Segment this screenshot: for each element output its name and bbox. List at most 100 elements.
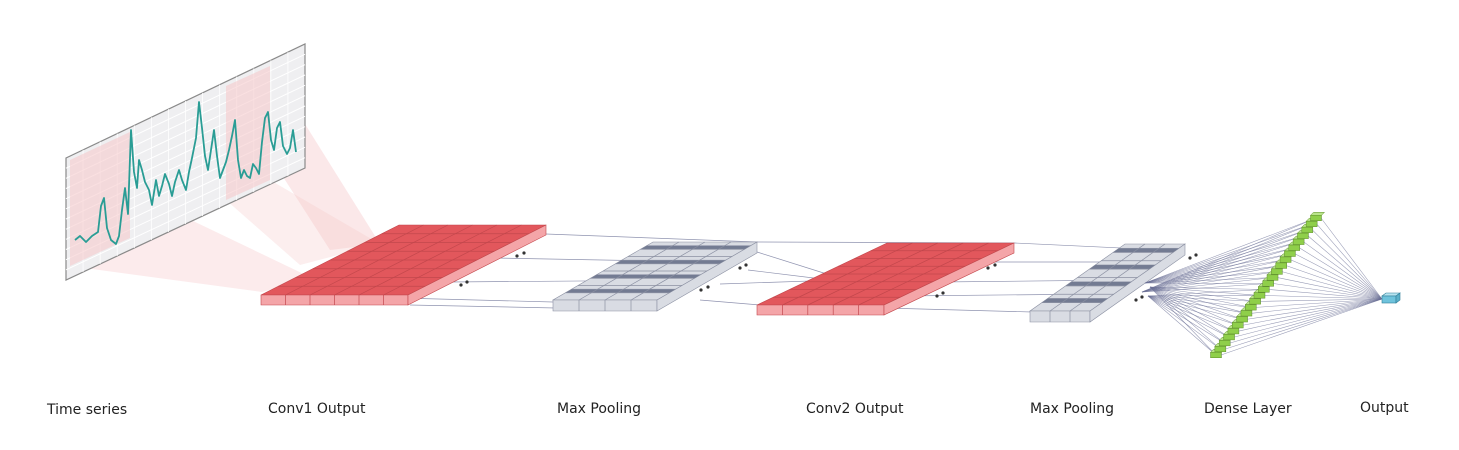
- max-pooling-2-block: [1029, 243, 1186, 323]
- dense-link: [1149, 286, 1251, 308]
- ellipsis-dot: [986, 266, 990, 270]
- ellipsis-dot: [515, 254, 519, 258]
- dense-neuron: [1284, 250, 1296, 257]
- conv2-output-block: [756, 242, 1015, 316]
- dense-link: [1141, 241, 1299, 293]
- label-output: Output: [1360, 400, 1409, 416]
- connection-line: [756, 251, 831, 276]
- dense-neuron: [1292, 238, 1305, 245]
- ellipsis-dot: [744, 263, 748, 267]
- conv2-front-face: [756, 304, 885, 316]
- label-conv1-output: Conv1 Output: [268, 401, 366, 417]
- output-link: [1299, 247, 1383, 300]
- dense-link: [1149, 286, 1238, 326]
- dense-link: [1147, 295, 1230, 338]
- pool2-front-face: [1029, 310, 1091, 323]
- ellipsis-dot: [459, 283, 463, 287]
- continuation-dots: [459, 251, 1198, 302]
- label-time-series: Time series: [46, 402, 127, 418]
- output-link: [1229, 298, 1383, 344]
- dense-link: [1141, 247, 1295, 293]
- output-link: [1233, 298, 1383, 338]
- output-link: [1220, 298, 1383, 356]
- conv2-col-line: [858, 242, 989, 306]
- dense-link: [1144, 265, 1282, 284]
- dense-link: [1149, 286, 1225, 344]
- output-link: [1251, 298, 1383, 314]
- dense-neuron: [1258, 286, 1270, 293]
- output-link: [1242, 298, 1383, 326]
- output-link: [1268, 289, 1383, 300]
- dense-link: [1141, 217, 1317, 293]
- ellipsis-dot: [738, 266, 742, 270]
- pool1-col-line: [630, 241, 732, 301]
- output-link: [1225, 298, 1383, 350]
- pool1-col-line: [604, 241, 706, 301]
- dense-link: [1141, 265, 1282, 293]
- label-dense-layer: Dense Layer: [1204, 401, 1292, 417]
- dense-neuron: [1266, 274, 1279, 281]
- dense-link: [1147, 295, 1251, 308]
- ellipsis-dot: [1140, 295, 1144, 299]
- output-link: [1277, 277, 1383, 300]
- dense-link: [1149, 286, 1260, 296]
- dense-link: [1149, 286, 1264, 290]
- dense-link: [1141, 283, 1269, 293]
- dense-link: [1149, 286, 1234, 332]
- receptive-cone-3: [226, 180, 380, 265]
- dense-link: [1147, 295, 1234, 332]
- dense-link: [1147, 289, 1264, 297]
- dense-neuron: [1279, 256, 1292, 263]
- output-link: [1312, 229, 1383, 300]
- dense-neuron: [1214, 346, 1227, 353]
- conv1-output-block: [260, 224, 547, 306]
- pool2-col-line: [1049, 243, 1146, 312]
- conv2-col-line: [782, 242, 913, 306]
- conv1-col-line: [358, 224, 498, 296]
- output-connections: [1220, 217, 1383, 356]
- dense-link: [1147, 295, 1243, 320]
- output-link: [1303, 241, 1383, 300]
- dense-neuron: [1301, 226, 1314, 233]
- dense-link: [1144, 241, 1299, 284]
- dense-neuron: [1262, 280, 1274, 287]
- dense-link: [1144, 247, 1295, 284]
- time-series-signal: [74, 101, 297, 245]
- dense-neuron: [1227, 328, 1240, 335]
- receptive-window-left: [70, 132, 130, 266]
- dense-link: [1147, 295, 1247, 314]
- output-link: [1247, 298, 1383, 320]
- dense-neuron: [1236, 316, 1248, 323]
- dense-link: [1149, 286, 1243, 320]
- dense-neuron: [1275, 262, 1287, 269]
- dense-link: [1149, 286, 1230, 338]
- conv2-side-face: [883, 242, 1015, 316]
- dense-neuron: [1218, 340, 1231, 347]
- dense-link: [1147, 295, 1217, 356]
- dense-link: [1141, 277, 1273, 293]
- dense-link: [1147, 295, 1221, 350]
- dense-neuron: [1297, 232, 1309, 239]
- pool2-stripe: [1112, 247, 1180, 253]
- dense-neuron: [1231, 322, 1244, 329]
- output-node: [1381, 292, 1401, 304]
- dense-link: [1144, 223, 1312, 284]
- layer-connections: [399, 233, 1186, 313]
- pool2-stripe: [1088, 264, 1156, 270]
- conv1-side-face: [407, 224, 547, 306]
- label-conv2-output: Conv2 Output: [806, 401, 904, 417]
- ellipsis-dot: [706, 285, 710, 289]
- ellipsis-dot: [935, 294, 939, 298]
- dense-link: [1141, 235, 1304, 293]
- dense-link: [1141, 259, 1286, 293]
- dense-neuron: [1223, 334, 1235, 341]
- dense-link: [1147, 295, 1225, 344]
- dense-link: [1141, 253, 1290, 293]
- label-max-pooling-1: Max Pooling: [557, 401, 641, 417]
- label-max-pooling-2: Max Pooling: [1030, 401, 1114, 417]
- dense-neuron: [1288, 244, 1301, 251]
- output-link: [1255, 298, 1383, 308]
- ellipsis-dot: [1188, 256, 1192, 260]
- dense-link: [1141, 271, 1277, 293]
